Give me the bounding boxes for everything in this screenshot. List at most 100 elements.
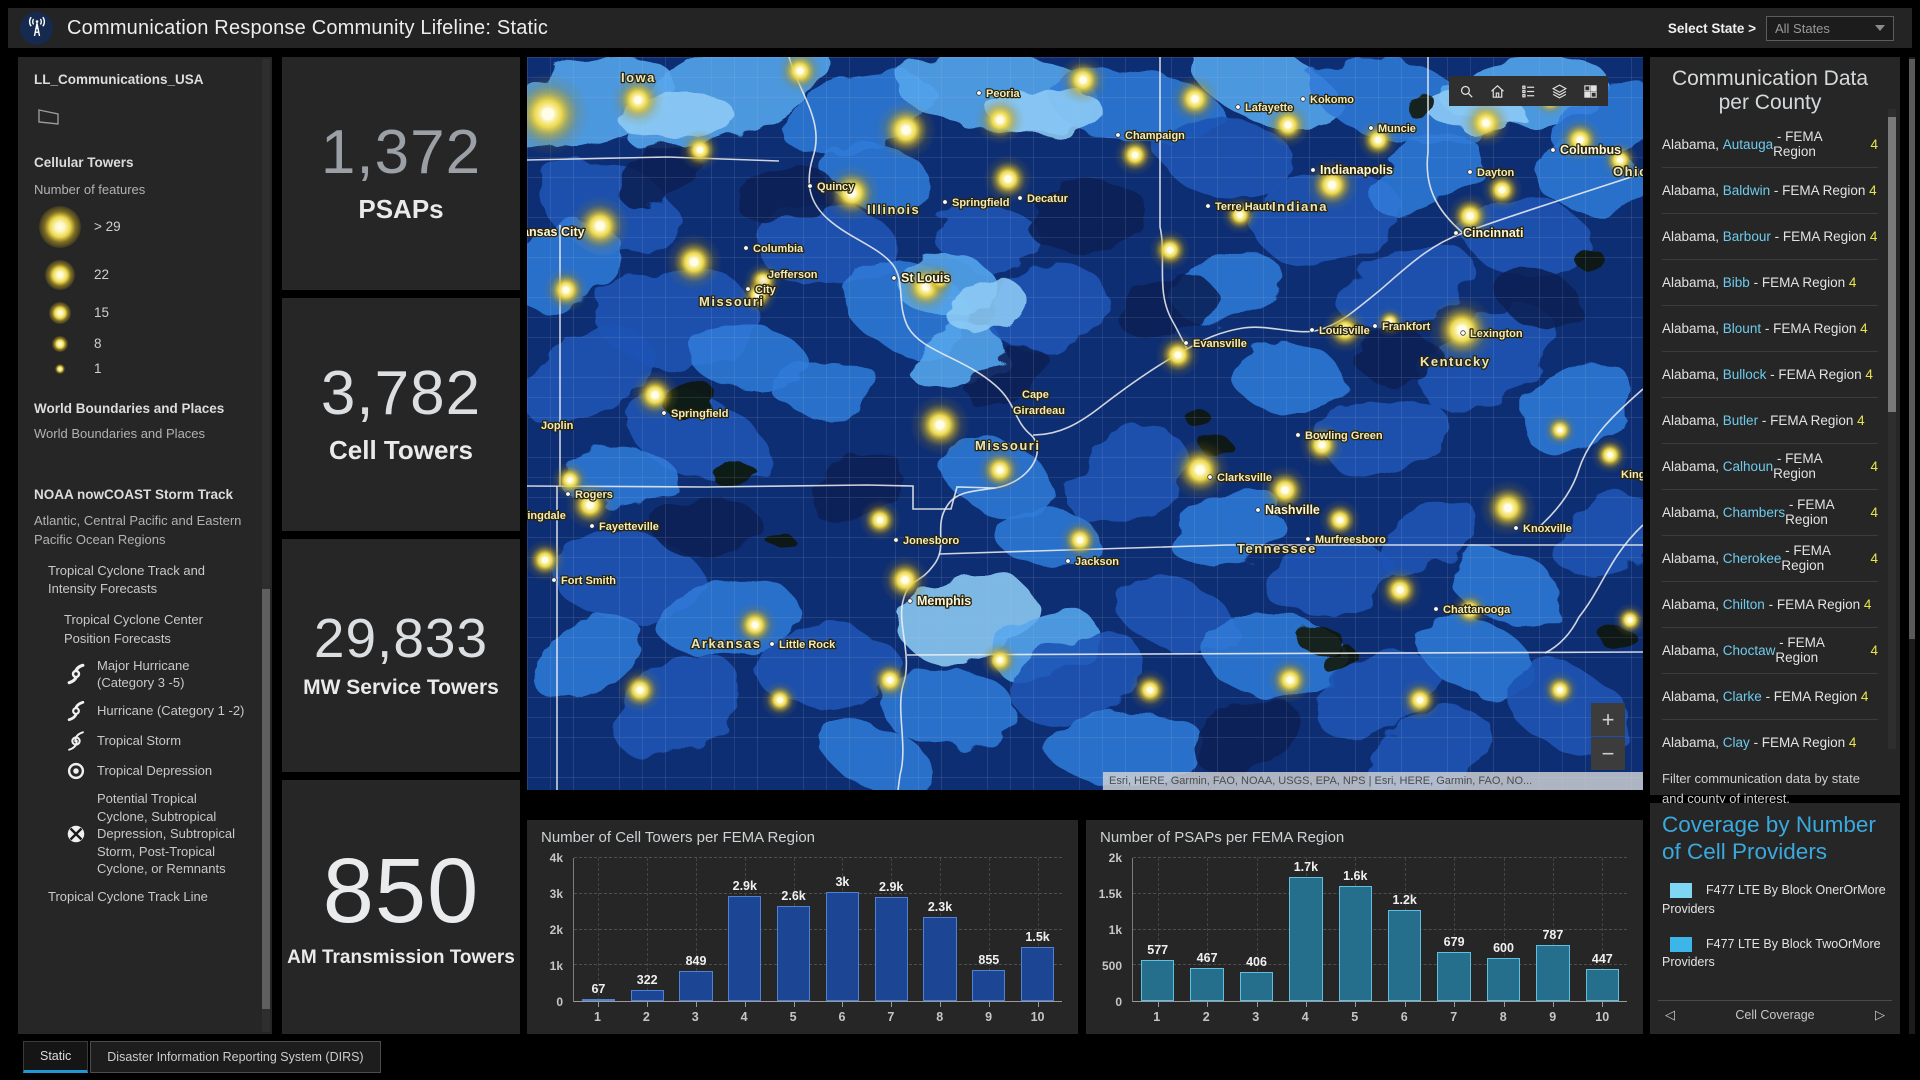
kpi-label: PSAPs	[358, 194, 444, 224]
layers-button[interactable]	[1544, 76, 1575, 106]
county-list-item[interactable]: Alabama, Blount - FEMA Region 4	[1662, 306, 1878, 352]
x-tick-label: 9	[1549, 1010, 1557, 1024]
map-label-columbus: Columbus	[1560, 143, 1621, 157]
bar-region-6[interactable]	[1387, 910, 1422, 1001]
bar-region-6[interactable]	[825, 891, 859, 1001]
layer-title: Cellular Towers	[34, 154, 134, 170]
home-button[interactable]	[1482, 76, 1513, 106]
county-list-item[interactable]: Alabama, Calhoun - FEMA Region 4	[1662, 444, 1878, 490]
map-label-arkansas: Arkansas	[691, 636, 762, 651]
bar-region-1[interactable]	[581, 998, 615, 1001]
bar-region-5[interactable]	[1338, 885, 1373, 1001]
y-tick-label: 0	[1115, 995, 1122, 1009]
map-label-frankfort: Frankfort	[1382, 321, 1431, 333]
bar-value-label: 600	[1493, 941, 1514, 956]
cell-tower-cluster-dots	[527, 57, 1643, 721]
bar-region-10[interactable]	[1585, 969, 1620, 1001]
search-button[interactable]	[1451, 76, 1482, 106]
bar-value-label: 2.9k	[732, 878, 757, 893]
map-label-kentucky: Kentucky	[1420, 354, 1491, 369]
previous-page-arrow[interactable]: ◁	[1665, 1006, 1675, 1022]
legend-sidebar: LL_Communications_USA Cellular Towers Nu…	[18, 57, 272, 1034]
county-list-item[interactable]: Alabama, Autauga - FEMA Region 4	[1662, 122, 1878, 168]
county-list-item[interactable]: Alabama, Bibb - FEMA Region 4	[1662, 260, 1878, 306]
layer-sublabel: Tropical Cyclone Track Line	[48, 888, 208, 904]
x-tick-label: 5	[1351, 1010, 1359, 1024]
bar-region-2[interactable]	[630, 989, 664, 1001]
map-label-girardeau: Girardeau	[1013, 405, 1065, 417]
county-list-scrollbar[interactable]	[1888, 109, 1896, 749]
storm-legend-label: Tropical Depression	[97, 763, 213, 779]
map-label-clarksville: Clarksville	[1217, 472, 1272, 484]
county-list-item[interactable]: Alabama, Chambers - FEMA Region 4	[1662, 490, 1878, 536]
zoom-out-button[interactable]: −	[1591, 737, 1625, 770]
map-label-chattanooga: Chattanooga	[1443, 604, 1511, 616]
chevron-down-icon	[1875, 25, 1885, 31]
plot-area: 577 467 406 1.7k 1.6k 1.2k 679 600 787 447	[1132, 857, 1627, 1007]
county-list-item[interactable]: Alabama, Barbour - FEMA Region 4	[1662, 214, 1878, 260]
map-canvas[interactable]: Iowa Peoria Lafayette Kokomo Muncie Champaign…	[527, 57, 1643, 790]
sidebar-scrollbar[interactable]	[262, 59, 270, 1032]
county-list-item[interactable]: Alabama, Bullock - FEMA Region 4	[1662, 352, 1878, 398]
graduated-symbol-row: 15	[34, 296, 248, 330]
map-label-kansas-city: Kansas City	[527, 225, 585, 239]
basemap-button[interactable]	[1575, 76, 1606, 106]
tab-disaster-information-reporting-system-dirs[interactable]: Disaster Information Reporting System (D…	[90, 1041, 381, 1073]
x-tick-label: 3	[691, 1010, 699, 1024]
coverage-swatch-icon	[1670, 936, 1692, 952]
map-label-dayton: Dayton	[1477, 167, 1515, 179]
graduated-symbol-label: 8	[94, 336, 102, 352]
county-list-title: Communication Data per County	[1671, 67, 1869, 115]
county-list: Alabama, Autauga - FEMA Region 4 Alabama,…	[1662, 122, 1878, 765]
potential-cyclone-icon	[64, 823, 88, 845]
bar-value-label: 447	[1591, 952, 1613, 967]
next-page-arrow[interactable]: ▷	[1875, 1006, 1885, 1022]
bar-region-8[interactable]	[1486, 958, 1521, 1001]
county-list-item[interactable]: Alabama, Chilton - FEMA Region 4	[1662, 582, 1878, 628]
tab-static[interactable]: Static	[23, 1041, 89, 1073]
bar-region-8[interactable]	[923, 917, 957, 1001]
bar-region-4[interactable]	[728, 895, 762, 1001]
bar-value-label: 855	[978, 953, 1000, 968]
tower-glow-dot-icon	[39, 205, 81, 248]
kpi-cell-towers: 3,782 Cell Towers	[282, 298, 520, 531]
graduated-symbol-label: 1	[94, 361, 102, 377]
state-dropdown[interactable]: All States	[1766, 15, 1894, 41]
map-label-st-louis: St Louis	[901, 271, 950, 285]
tropical-depression-icon	[64, 760, 88, 782]
map-label-missouri: Missouri	[699, 294, 764, 309]
county-list-item[interactable]: Alabama, Choctaw - FEMA Region 4	[1662, 628, 1878, 674]
bar-region-1[interactable]	[1140, 959, 1175, 1001]
county-list-item[interactable]: Alabama, Baldwin - FEMA Region 4	[1662, 168, 1878, 214]
bar-region-3[interactable]	[679, 970, 713, 1001]
map-label-tennessee: Tennessee	[1237, 541, 1317, 556]
county-list-item[interactable]: Alabama, Butler - FEMA Region 4	[1662, 398, 1878, 444]
legend-button[interactable]	[1513, 76, 1544, 106]
bar-region-2[interactable]	[1190, 967, 1224, 1001]
bar-region-9[interactable]	[972, 970, 1006, 1001]
map-label-murfreesboro: Murfreesboro	[1315, 534, 1386, 546]
map-label-muncie: Muncie	[1378, 123, 1416, 135]
storm-legend-label: Tropical Storm	[97, 733, 182, 749]
map-place-labels: Iowa Peoria Lafayette Kokomo Muncie Champaign…	[527, 69, 1643, 653]
zoom-in-button[interactable]: +	[1591, 703, 1625, 736]
bar-region-7[interactable]	[874, 897, 908, 1001]
bar-region-3[interactable]	[1239, 971, 1274, 1001]
state-dropdown-value: All States	[1775, 20, 1830, 36]
bar-region-4[interactable]	[1289, 876, 1323, 1001]
bar-region-5[interactable]	[777, 906, 811, 1001]
y-tick-label: 1.5k	[1098, 887, 1122, 901]
county-list-item[interactable]: Alabama, Clarke - FEMA Region 4	[1662, 674, 1878, 720]
map-label-peoria: Peoria	[986, 88, 1021, 100]
bar-region-7[interactable]	[1437, 952, 1471, 1001]
x-tick-label: 2	[1202, 1010, 1210, 1024]
county-list-item[interactable]: Alabama, Clay - FEMA Region 4	[1662, 734, 1857, 750]
bar-region-9[interactable]	[1536, 944, 1570, 1001]
map-label-evansville: Evansville	[1193, 338, 1247, 350]
y-tick-label: 1k	[549, 959, 563, 973]
county-list-item[interactable]: Alabama, Cherokee - FEMA Region 4	[1662, 536, 1878, 582]
bar-region-10[interactable]	[1021, 947, 1055, 1001]
bar-value-label: 1.7k	[1293, 859, 1319, 874]
page-scrollbar[interactable]	[1909, 57, 1915, 1034]
